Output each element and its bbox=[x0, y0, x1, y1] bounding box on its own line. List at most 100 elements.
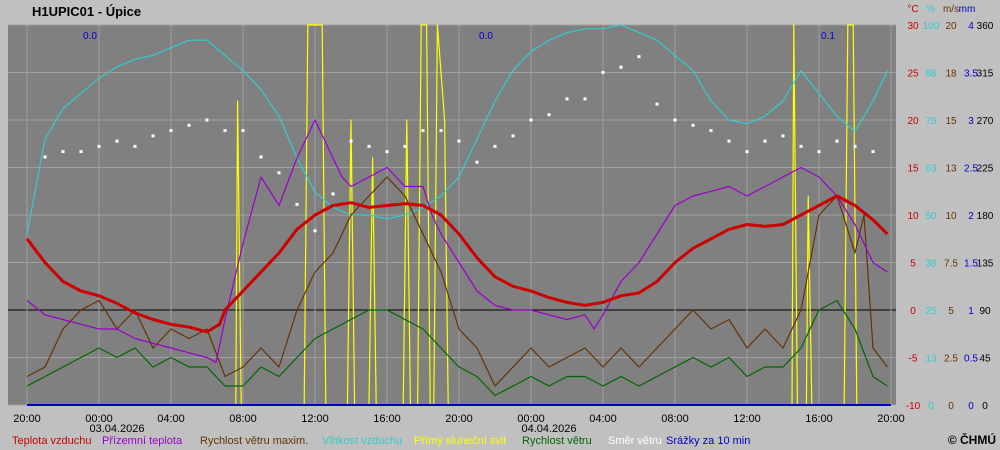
wind-direction-point bbox=[709, 129, 713, 133]
wind-direction-point bbox=[457, 139, 461, 143]
wind-direction-point bbox=[313, 229, 317, 233]
axis-unit-label: °C bbox=[907, 4, 918, 15]
y-tick-label-temp: 10 bbox=[907, 211, 919, 222]
series-wind-max bbox=[26, 176, 888, 387]
y-tick-label-temp: 0 bbox=[910, 306, 916, 317]
wind-direction-point bbox=[241, 129, 245, 133]
wind-direction-point bbox=[133, 144, 137, 148]
y-tick-label-direction: 90 bbox=[979, 306, 991, 317]
y-tick-label-temp: -5 bbox=[909, 354, 918, 365]
wind-direction-point bbox=[619, 65, 623, 69]
wind-direction-point bbox=[205, 118, 209, 122]
wind-direction-point bbox=[673, 118, 677, 122]
wind-direction-point bbox=[637, 55, 641, 59]
wind-direction-point bbox=[817, 150, 821, 154]
x-tick-label: 08:00 bbox=[661, 413, 689, 425]
y-tick-label-precip: 1 bbox=[968, 306, 974, 317]
y-tick-label-direction: 135 bbox=[977, 259, 994, 270]
wind-direction-point bbox=[331, 192, 335, 196]
wind-direction-point bbox=[799, 144, 803, 148]
y-tick-label-precip: 4 bbox=[968, 21, 974, 32]
wind-direction-point bbox=[79, 150, 83, 154]
y-tick-label-humidity: 88 bbox=[925, 69, 937, 80]
wind-direction-point bbox=[745, 150, 749, 154]
y-tick-label-temp: -10 bbox=[906, 401, 921, 412]
series-humidity bbox=[26, 24, 888, 235]
precip-sum-label: 0.0 bbox=[479, 31, 493, 42]
y-tick-label-wind: 13 bbox=[945, 164, 957, 175]
y-tick-label-precip: 2.5 bbox=[964, 164, 978, 175]
wind-direction-point bbox=[529, 118, 533, 122]
legend-item: Rychlost větru bbox=[522, 435, 592, 447]
y-tick-label-humidity: 25 bbox=[925, 306, 937, 317]
series-wind-speed bbox=[26, 299, 888, 397]
wind-direction-point bbox=[475, 160, 479, 164]
y-tick-label-direction: 45 bbox=[979, 354, 991, 365]
series-layer bbox=[25, 24, 891, 406]
legend-item: Přízemní teplota bbox=[102, 435, 183, 447]
y-tick-label-wind: 18 bbox=[945, 69, 957, 80]
y-tick-label-wind: 15 bbox=[945, 116, 957, 127]
wind-direction-point bbox=[367, 144, 371, 148]
wind-direction-point bbox=[547, 113, 551, 117]
copyright-label: © ČHMÚ bbox=[947, 433, 996, 447]
wind-direction-point bbox=[655, 102, 659, 106]
legend-item: Přímý sluneční svit bbox=[414, 435, 507, 447]
wind-direction-point bbox=[295, 202, 299, 206]
y-tick-label-temp: 20 bbox=[907, 116, 919, 127]
y-tick-label-direction: 270 bbox=[977, 116, 994, 127]
wind-direction-point bbox=[511, 134, 515, 138]
y-tick-label-wind: 2.5 bbox=[944, 354, 958, 365]
y-tick-label-precip: 0 bbox=[968, 401, 974, 412]
x-tick-label: 04:00 bbox=[157, 413, 185, 425]
wind-direction-point bbox=[43, 155, 47, 159]
x-tick-label: 16:00 bbox=[805, 413, 833, 425]
y-tick-label-temp: 30 bbox=[907, 21, 919, 32]
y-tick-label-precip: 0.5 bbox=[964, 354, 978, 365]
y-tick-label-humidity: 63 bbox=[925, 164, 937, 175]
x-tick-label: 12:00 bbox=[733, 413, 761, 425]
wind-direction-point bbox=[727, 139, 731, 143]
x-tick-label: 12:00 bbox=[301, 413, 329, 425]
x-tick-label: 20:00 bbox=[445, 413, 473, 425]
wind-direction-point bbox=[601, 71, 605, 74]
wind-direction-point bbox=[61, 150, 65, 154]
x-tick-label: 20:00 bbox=[13, 413, 41, 425]
wind-direction-point bbox=[691, 123, 695, 127]
precip-sum-label: 0.1 bbox=[821, 31, 835, 42]
axis-unit-label: % bbox=[927, 4, 936, 15]
precip-sum-label: 0.0 bbox=[83, 31, 97, 42]
wind-direction-point bbox=[421, 129, 425, 133]
wind-direction-point bbox=[223, 129, 227, 133]
series-temperature bbox=[25, 194, 889, 334]
y-tick-label-wind: 20 bbox=[945, 21, 957, 32]
y-tick-label-direction: 225 bbox=[977, 164, 994, 175]
wind-direction-point bbox=[385, 150, 389, 154]
chart-title: H1UPIC01 - Úpice bbox=[32, 4, 142, 19]
wind-direction-point bbox=[277, 171, 281, 175]
date-label: 03.04.2026 bbox=[89, 423, 144, 435]
y-tick-label-direction: 180 bbox=[977, 211, 994, 222]
x-tick-label: 00:00 bbox=[85, 413, 113, 425]
x-tick-label: 00:00 bbox=[517, 413, 545, 425]
y-tick-label-direction: 315 bbox=[977, 69, 994, 80]
axis-unit-label: mm bbox=[959, 4, 976, 15]
y-tick-label-temp: 5 bbox=[910, 259, 916, 270]
y-tick-label-humidity: 13 bbox=[925, 354, 937, 365]
wind-direction-point bbox=[97, 144, 101, 148]
x-tick-label: 16:00 bbox=[373, 413, 401, 425]
wind-direction-point bbox=[493, 144, 497, 148]
y-tick-label-humidity: 0 bbox=[928, 401, 934, 412]
series-sunshine bbox=[27, 24, 888, 406]
legend-item: Srážky za 10 min bbox=[666, 435, 751, 447]
y-tick-label-wind: 7.5 bbox=[944, 259, 958, 270]
wind-direction-point bbox=[565, 97, 569, 101]
axis-unit-label: m/s bbox=[943, 4, 959, 15]
y-tick-label-humidity: 75 bbox=[925, 116, 937, 127]
x-tick-label: 08:00 bbox=[229, 413, 257, 425]
wind-direction-point bbox=[835, 139, 839, 143]
wind-direction-point bbox=[871, 150, 875, 154]
axes-layer: 20:00 00:00 04:00 08:00 12:00 16:00 20:00 00:00… bbox=[13, 4, 994, 435]
legend-item: Vlhkost vzduchu bbox=[322, 435, 403, 447]
